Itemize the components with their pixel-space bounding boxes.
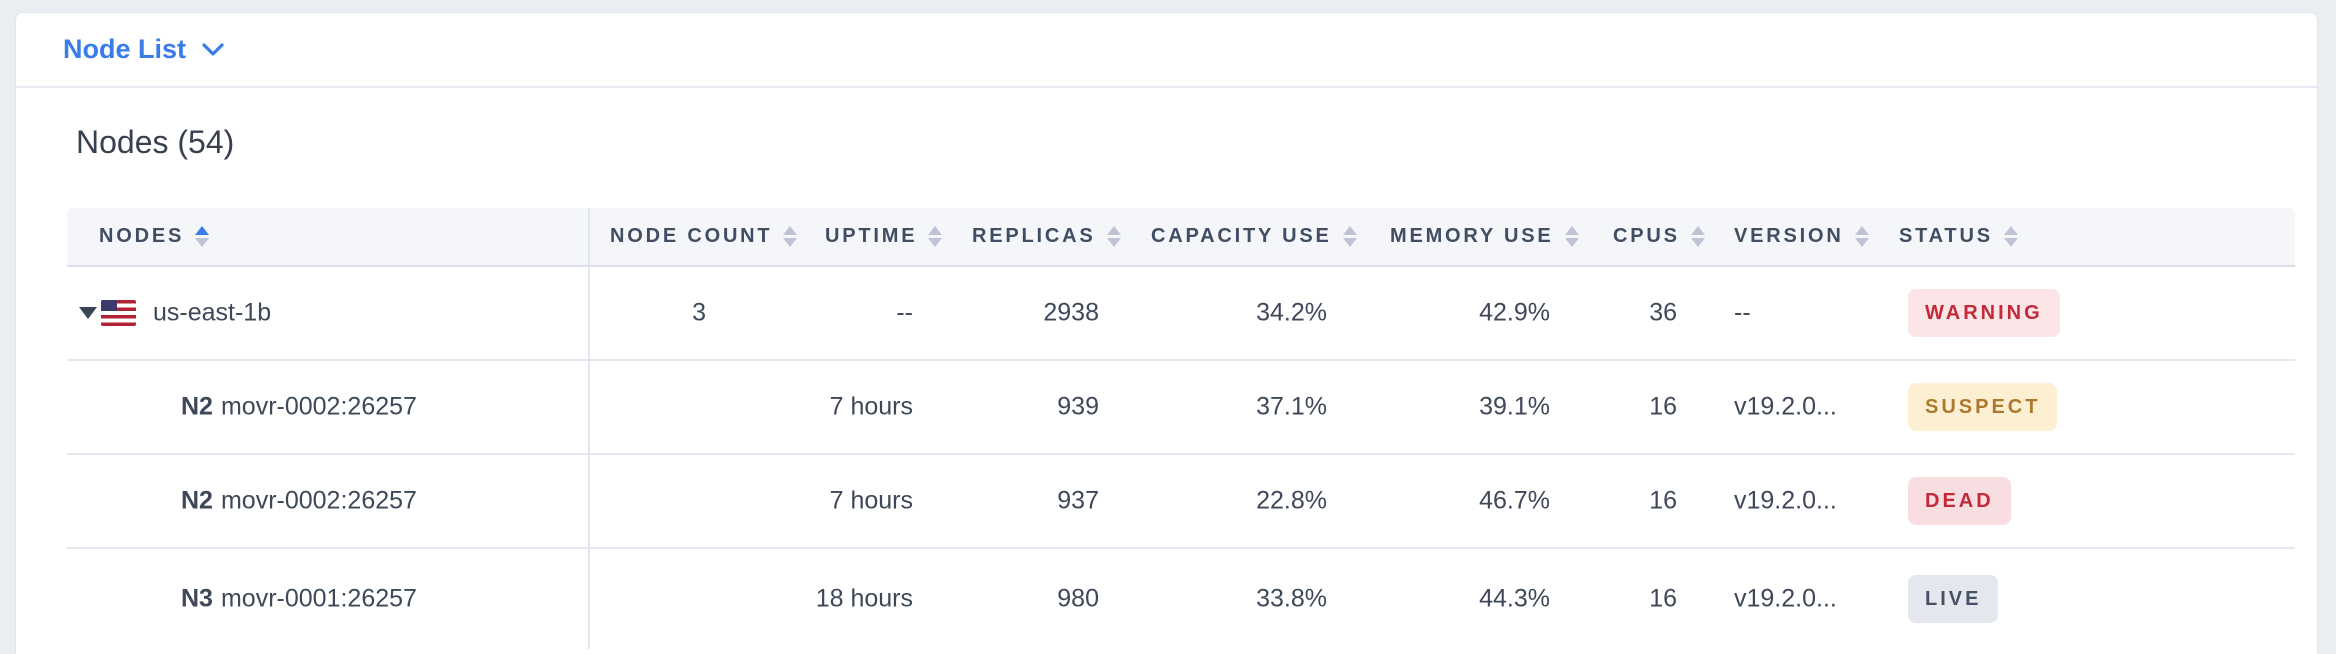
- sort-icon: [1564, 226, 1579, 247]
- chevron-down-icon: [202, 42, 224, 56]
- status-badge: DEAD: [1908, 477, 2011, 525]
- table-row-node: N2 movr-0002:26257 7 hours 937 22.8% 46.7…: [67, 455, 2295, 549]
- node-id: N2: [181, 392, 213, 421]
- column-divider: [588, 208, 590, 649]
- node-address: movr-0002:26257: [220, 392, 417, 421]
- replicas-value: 937: [1057, 486, 1099, 515]
- node-name[interactable]: N2 movr-0002:26257: [181, 487, 417, 516]
- column-header-cpus[interactable]: CPUS: [1613, 208, 1705, 265]
- view-dropdown-label: Node List: [63, 34, 187, 64]
- capacity-use-value: 22.8%: [1256, 486, 1327, 515]
- sort-icon: [928, 226, 943, 247]
- page-title: Nodes (54): [76, 124, 235, 160]
- sort-icon: [195, 226, 210, 247]
- memory-use-value: 44.3%: [1479, 584, 1550, 613]
- node-address: movr-0001:26257: [220, 584, 417, 613]
- cpus-value: 16: [1649, 584, 1677, 613]
- sort-icon: [1106, 226, 1121, 247]
- column-header-status[interactable]: STATUS: [1899, 208, 2018, 265]
- nodes-table: NODES NODE COUNT UPTIME REPLICAS CAPACIT…: [67, 208, 2295, 649]
- capacity-use-value: 34.2%: [1256, 298, 1327, 327]
- table-header: NODES NODE COUNT UPTIME REPLICAS CAPACIT…: [67, 208, 2295, 267]
- column-header-nodes[interactable]: NODES: [99, 208, 210, 265]
- sort-icon: [2003, 226, 2018, 247]
- region-name[interactable]: us-east-1b: [153, 298, 272, 327]
- version-value: v19.2.0...: [1734, 584, 1837, 613]
- status-badge: WARNING: [1908, 289, 2060, 337]
- node-id: N2: [181, 486, 213, 515]
- view-dropdown[interactable]: Node List: [63, 34, 225, 65]
- uptime-value: --: [896, 298, 913, 327]
- node-id: N3: [181, 584, 213, 613]
- node-name[interactable]: N3 movr-0001:26257: [181, 585, 417, 614]
- node-count-value: 3: [692, 298, 706, 327]
- capacity-use-value: 37.1%: [1256, 392, 1327, 421]
- column-header-version[interactable]: VERSION: [1734, 208, 1869, 265]
- column-header-node-count[interactable]: NODE COUNT: [610, 208, 798, 265]
- node-name[interactable]: N2 movr-0002:26257: [181, 393, 417, 422]
- sort-icon: [1690, 226, 1705, 247]
- column-header-replicas[interactable]: REPLICAS: [972, 208, 1121, 265]
- column-header-memory-use[interactable]: MEMORY USE: [1390, 208, 1579, 265]
- memory-use-value: 42.9%: [1479, 298, 1550, 327]
- cpus-value: 16: [1649, 392, 1677, 421]
- version-value: v19.2.0...: [1734, 392, 1837, 421]
- node-address: movr-0002:26257: [220, 486, 417, 515]
- uptime-value: 7 hours: [829, 392, 913, 421]
- capacity-use-value: 33.8%: [1256, 584, 1327, 613]
- table-row-node: N2 movr-0002:26257 7 hours 939 37.1% 39.1…: [67, 361, 2295, 455]
- table-row-node: N3 movr-0001:26257 18 hours 980 33.8% 44.…: [67, 549, 2295, 649]
- node-list-card: Node List Nodes (54) NODES NODE COUNT UP…: [15, 12, 2318, 654]
- uptime-value: 18 hours: [815, 584, 913, 613]
- memory-use-value: 46.7%: [1479, 486, 1550, 515]
- memory-use-value: 39.1%: [1479, 392, 1550, 421]
- table-row-group: us-east-1b 3 -- 2938 34.2% 42.9% 36 -- W…: [67, 267, 2295, 361]
- us-flag-icon: [101, 300, 136, 326]
- status-badge: SUSPECT: [1908, 383, 2058, 431]
- sort-icon: [783, 226, 798, 247]
- version-value: --: [1734, 298, 1751, 327]
- column-header-uptime[interactable]: UPTIME: [825, 208, 943, 265]
- column-header-capacity-use[interactable]: CAPACITY USE: [1151, 208, 1357, 265]
- status-badge: LIVE: [1908, 575, 1999, 623]
- version-value: v19.2.0...: [1734, 486, 1837, 515]
- replicas-value: 939: [1057, 392, 1099, 421]
- sort-icon: [1342, 226, 1357, 247]
- uptime-value: 7 hours: [829, 486, 913, 515]
- sort-icon: [1854, 226, 1869, 247]
- replicas-value: 980: [1057, 584, 1099, 613]
- cpus-value: 36: [1649, 298, 1677, 327]
- replicas-value: 2938: [1043, 298, 1099, 327]
- cpus-value: 16: [1649, 486, 1677, 515]
- collapse-triangle-icon[interactable]: [79, 307, 97, 319]
- view-toolbar: Node List: [16, 13, 2317, 88]
